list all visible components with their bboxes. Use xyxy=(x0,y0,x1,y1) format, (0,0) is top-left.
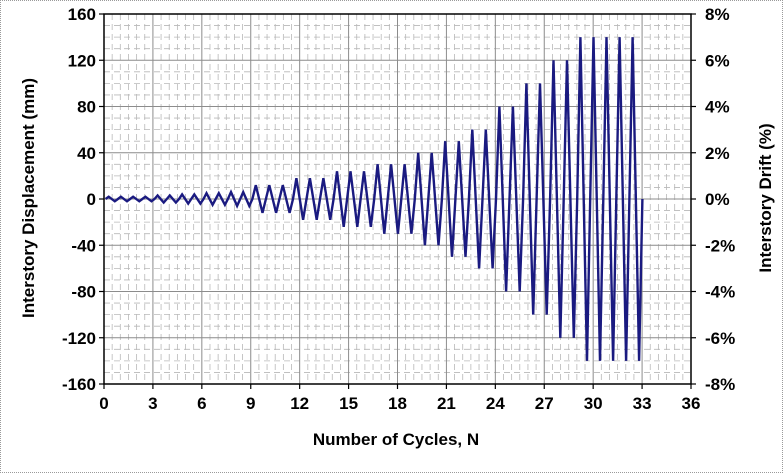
x-tick-label: 24 xyxy=(486,394,505,413)
x-tick-label: 33 xyxy=(633,394,652,413)
y-tick-label: 120 xyxy=(68,51,96,70)
y2-tick-label: 2% xyxy=(705,144,730,163)
y-tick-label: 160 xyxy=(68,5,96,24)
y2-axis-title: Interstory Drift (%) xyxy=(756,123,775,272)
y-tick-label: 0 xyxy=(87,190,96,209)
y-tick-label: -160 xyxy=(62,375,96,394)
tick-labels: 0 3 6 9 12 15 18 21 24 27 30 33 3616012080400-40-80-… xyxy=(62,5,735,413)
y2-tick-label: -6% xyxy=(705,329,735,348)
x-axis-title: Number of Cycles, N xyxy=(313,430,479,449)
x-tick-label: 27 xyxy=(535,394,554,413)
y-tick-label: -80 xyxy=(71,283,96,302)
y-tick-label: -40 xyxy=(71,236,96,255)
y2-tick-label: -2% xyxy=(705,236,735,255)
x-tick-label: 12 xyxy=(290,394,309,413)
x-tick-label: 36 xyxy=(682,394,701,413)
y2-tick-label: -4% xyxy=(705,283,735,302)
x-tick-label: 6 xyxy=(197,394,206,413)
axes xyxy=(99,13,696,389)
y2-tick-label: 6% xyxy=(705,51,730,70)
y2-tick-label: 0% xyxy=(705,190,730,209)
y2-tick-label: 8% xyxy=(705,5,730,24)
y-tick-label: 80 xyxy=(77,98,96,117)
x-tick-label: 18 xyxy=(388,394,407,413)
displacement-series-line xyxy=(104,37,644,361)
y-axis-title: Interstory Displacement (mm) xyxy=(19,78,38,318)
y-tick-label: 40 xyxy=(77,144,96,163)
y2-tick-label: -8% xyxy=(705,375,735,394)
x-tick-label: 21 xyxy=(437,394,456,413)
x-tick-label: 15 xyxy=(339,394,358,413)
x-tick-label: 0 xyxy=(99,394,108,413)
x-tick-label: 30 xyxy=(584,394,603,413)
series xyxy=(104,37,644,361)
y-tick-label: -120 xyxy=(62,329,96,348)
y2-tick-label: 4% xyxy=(705,98,730,117)
x-tick-label: 3 xyxy=(148,394,157,413)
x-tick-label: 9 xyxy=(246,394,255,413)
